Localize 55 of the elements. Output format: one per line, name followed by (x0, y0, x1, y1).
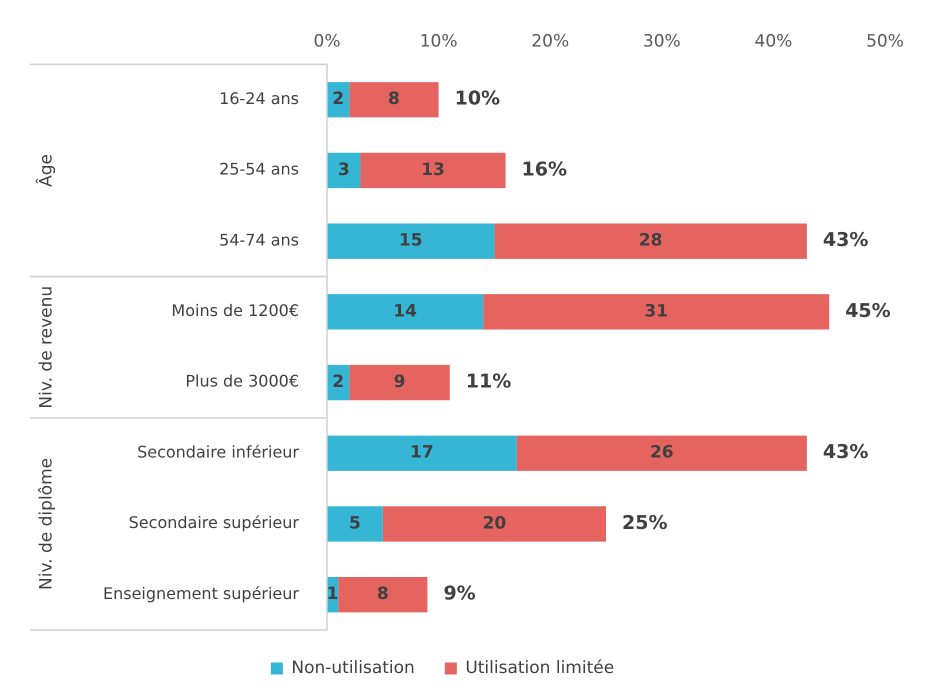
legend-label: Non-utilisation (291, 658, 415, 678)
bar (382, 506, 606, 542)
data-label: 13 (421, 160, 445, 180)
data-label: 28 (638, 230, 662, 251)
bar (327, 436, 517, 471)
x-tick-label: 0% (314, 32, 340, 52)
data-label: 15 (398, 230, 423, 251)
data-label: 3 (338, 160, 350, 180)
x-tick-label: 10% (420, 32, 458, 52)
data-label: 20 (482, 513, 506, 534)
x-tick-label: 50% (866, 32, 904, 52)
bar (327, 223, 494, 259)
total-label: 10% (454, 88, 500, 110)
y-tick-label: Enseignement supérieur (102, 584, 300, 603)
total-label: 43% (822, 229, 868, 252)
bar (516, 436, 807, 471)
x-tick-label: 20% (531, 32, 570, 52)
y-tick-label: Secondaire supérieur (128, 513, 300, 532)
y-tick-label: Plus de 3000€ (185, 372, 299, 391)
y-tick-label: Secondaire inférieur (137, 442, 300, 462)
legend-label: Utilisation limitée (465, 658, 614, 678)
total-label: 45% (845, 300, 891, 322)
data-label: 2 (332, 372, 344, 392)
text: Niv. de revenu (36, 286, 56, 409)
bar (338, 576, 428, 612)
bar (494, 223, 807, 259)
x-tick-label: 40% (754, 32, 792, 52)
total-label: 9% (443, 582, 476, 605)
data-label: 8 (376, 584, 389, 604)
data-label: 2 (332, 89, 344, 110)
bar (483, 294, 830, 330)
y-tick-label: 25-54 ans (219, 160, 299, 179)
y-tick-label: 54-74 ans (219, 230, 299, 250)
y-tick-label: 16-24 ans (219, 88, 299, 108)
total-label: 16% (522, 158, 568, 180)
data-label: 31 (644, 301, 668, 322)
text: Niv. de diplôme (36, 458, 56, 590)
bar (349, 364, 450, 400)
bar (349, 82, 439, 118)
bar (327, 506, 383, 542)
bar (327, 294, 484, 330)
data-label: 8 (388, 89, 400, 110)
x-tick-label: 30% (642, 32, 681, 52)
total-label: 25% (622, 512, 668, 534)
data-label: 26 (650, 442, 674, 463)
text: Âge (35, 154, 56, 187)
total-label: 43% (822, 441, 868, 464)
data-label: 1 (326, 584, 338, 604)
data-label: 9 (394, 372, 406, 392)
data-label: 14 (393, 301, 418, 322)
data-label: 5 (348, 513, 361, 534)
y-tick-label: Moins de 1200€ (171, 301, 299, 320)
bar (360, 152, 506, 188)
data-label: 17 (410, 442, 434, 463)
total-label: 11% (466, 370, 512, 392)
